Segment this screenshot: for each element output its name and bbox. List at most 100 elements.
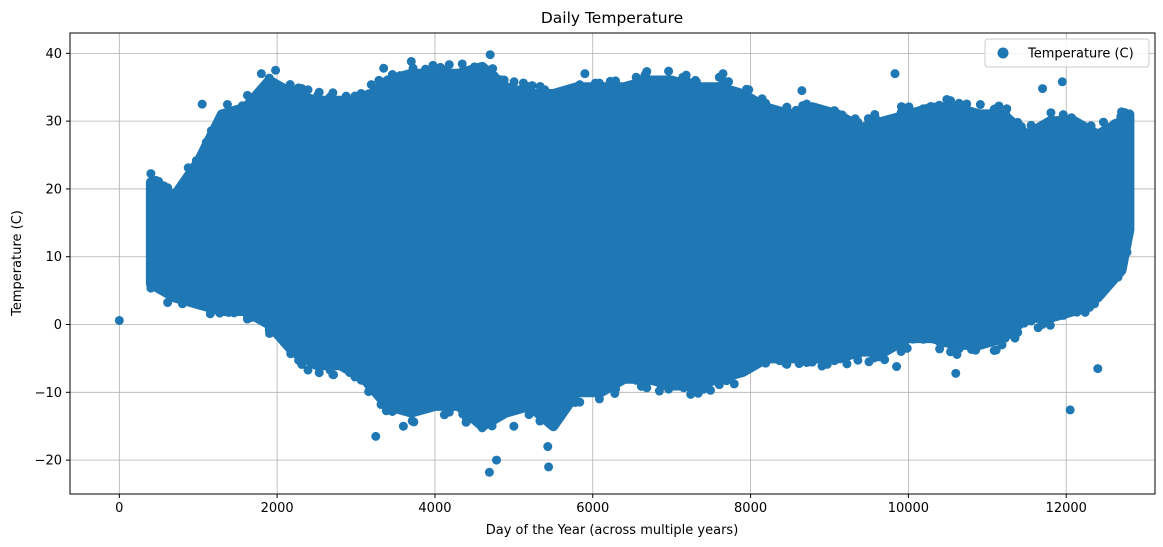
data-point xyxy=(489,410,499,420)
data-point xyxy=(699,384,709,394)
data-point xyxy=(439,410,449,420)
data-point xyxy=(1072,123,1082,133)
data-point xyxy=(558,404,568,414)
data-point xyxy=(350,372,360,382)
data-point xyxy=(722,376,732,386)
data-point xyxy=(518,397,528,407)
data-point xyxy=(1065,405,1075,415)
data-point xyxy=(485,50,495,60)
data-point xyxy=(575,86,585,96)
data-point xyxy=(631,375,641,385)
data-point xyxy=(926,102,936,112)
data-point xyxy=(837,350,847,360)
data-point xyxy=(487,79,497,89)
data-point xyxy=(242,102,252,112)
data-point xyxy=(729,379,739,389)
data-point xyxy=(309,349,319,359)
x-tick-label: 2000 xyxy=(261,501,294,516)
data-point xyxy=(177,299,187,309)
data-point xyxy=(303,85,313,95)
data-point xyxy=(409,417,419,427)
data-point xyxy=(435,391,445,401)
data-point xyxy=(852,125,862,135)
data-point xyxy=(835,117,845,127)
data-point xyxy=(829,106,839,116)
data-point xyxy=(791,105,801,115)
data-point xyxy=(1045,115,1055,125)
y-tick-label: −10 xyxy=(35,386,62,401)
data-point xyxy=(222,307,232,317)
data-point xyxy=(205,309,215,319)
data-point xyxy=(469,62,479,72)
data-point xyxy=(524,410,534,420)
data-point xyxy=(703,377,713,387)
data-point xyxy=(799,104,809,114)
data-point xyxy=(215,123,225,133)
data-point xyxy=(183,163,193,173)
data-point xyxy=(371,431,381,441)
data-point xyxy=(722,85,732,95)
data-point xyxy=(1117,261,1127,271)
data-point xyxy=(926,331,936,341)
data-point xyxy=(544,462,554,472)
data-point xyxy=(435,62,445,72)
data-point xyxy=(285,336,295,346)
data-point xyxy=(364,89,374,99)
data-point xyxy=(366,372,376,382)
data-point xyxy=(146,169,156,179)
data-point xyxy=(388,404,398,414)
data-point xyxy=(797,86,807,96)
data-point xyxy=(766,114,776,124)
data-point xyxy=(720,77,730,87)
data-point xyxy=(1067,113,1077,123)
data-point xyxy=(896,110,906,120)
data-point xyxy=(264,81,274,91)
data-point xyxy=(636,84,646,94)
data-point xyxy=(690,373,700,383)
data-points xyxy=(114,50,1134,477)
data-point xyxy=(729,88,739,98)
legend: Temperature (C) xyxy=(984,38,1150,68)
data-point xyxy=(1010,333,1020,343)
data-point xyxy=(853,355,863,365)
data-point xyxy=(229,302,239,312)
data-point xyxy=(518,78,528,88)
data-point xyxy=(775,356,785,366)
data-point xyxy=(328,96,338,106)
data-point xyxy=(991,345,1001,355)
data-point xyxy=(383,79,393,89)
data-point xyxy=(248,96,258,106)
data-point xyxy=(975,340,985,350)
data-point xyxy=(580,69,590,79)
data-point xyxy=(1124,229,1134,239)
data-point xyxy=(345,101,355,111)
data-point xyxy=(461,77,471,87)
data-point xyxy=(681,375,691,385)
data-point xyxy=(511,85,521,95)
data-point xyxy=(781,346,791,356)
data-point xyxy=(605,379,615,389)
data-point xyxy=(880,126,890,136)
data-point xyxy=(942,328,952,338)
data-point xyxy=(197,99,207,109)
data-point xyxy=(159,283,169,293)
data-point xyxy=(1124,117,1134,127)
data-point xyxy=(305,94,315,104)
data-point xyxy=(1002,104,1012,114)
data-point xyxy=(313,356,323,366)
data-point xyxy=(693,91,703,101)
data-point xyxy=(393,79,403,89)
data-point xyxy=(1090,134,1100,144)
data-point xyxy=(535,81,545,91)
data-point xyxy=(850,348,860,358)
data-point xyxy=(1056,124,1066,134)
data-point xyxy=(256,69,266,79)
data-point xyxy=(742,362,752,372)
data-point xyxy=(892,362,902,372)
data-point xyxy=(496,75,506,85)
data-point xyxy=(1019,134,1029,144)
data-point xyxy=(248,304,258,314)
data-point xyxy=(871,339,881,349)
data-point xyxy=(328,88,338,98)
data-point xyxy=(457,401,467,411)
